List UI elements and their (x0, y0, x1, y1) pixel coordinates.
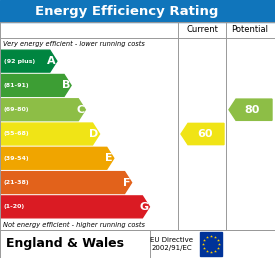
Bar (0, 22, 275, 230)
Text: (55-68): (55-68) (4, 132, 30, 136)
Polygon shape (1, 50, 57, 72)
Text: A: A (47, 56, 56, 66)
Polygon shape (181, 123, 224, 145)
Polygon shape (1, 99, 85, 121)
Text: EU Directive
2002/91/EC: EU Directive 2002/91/EC (150, 237, 194, 251)
Text: (92 plus): (92 plus) (4, 59, 35, 64)
Text: C: C (76, 105, 84, 115)
Bar (0, 0, 275, 22)
Text: Very energy efficient - lower running costs: Very energy efficient - lower running co… (3, 41, 145, 46)
Text: (81-91): (81-91) (4, 83, 30, 88)
Polygon shape (1, 123, 100, 145)
Text: B: B (62, 80, 70, 90)
Bar (0, 230, 275, 258)
Polygon shape (229, 99, 272, 120)
Bar (200, 232, 222, 256)
Text: Energy Efficiency Rating: Energy Efficiency Rating (35, 4, 218, 18)
Polygon shape (1, 172, 132, 194)
Polygon shape (1, 75, 71, 96)
Text: (39-54): (39-54) (4, 156, 30, 161)
Polygon shape (1, 196, 149, 218)
Text: (1-20): (1-20) (4, 204, 25, 209)
Polygon shape (1, 147, 114, 169)
Text: E: E (105, 153, 113, 163)
Text: Current: Current (186, 26, 218, 35)
Text: G: G (139, 202, 148, 212)
Text: (69-80): (69-80) (4, 107, 29, 112)
Text: England & Wales: England & Wales (6, 238, 124, 251)
Text: 60: 60 (197, 129, 212, 139)
Text: Potential: Potential (232, 26, 268, 35)
Text: Not energy efficient - higher running costs: Not energy efficient - higher running co… (3, 221, 145, 228)
Text: (21-38): (21-38) (4, 180, 30, 185)
Text: F: F (123, 178, 131, 188)
Bar (0, 230, 275, 258)
Text: 80: 80 (245, 105, 260, 115)
Text: D: D (89, 129, 98, 139)
